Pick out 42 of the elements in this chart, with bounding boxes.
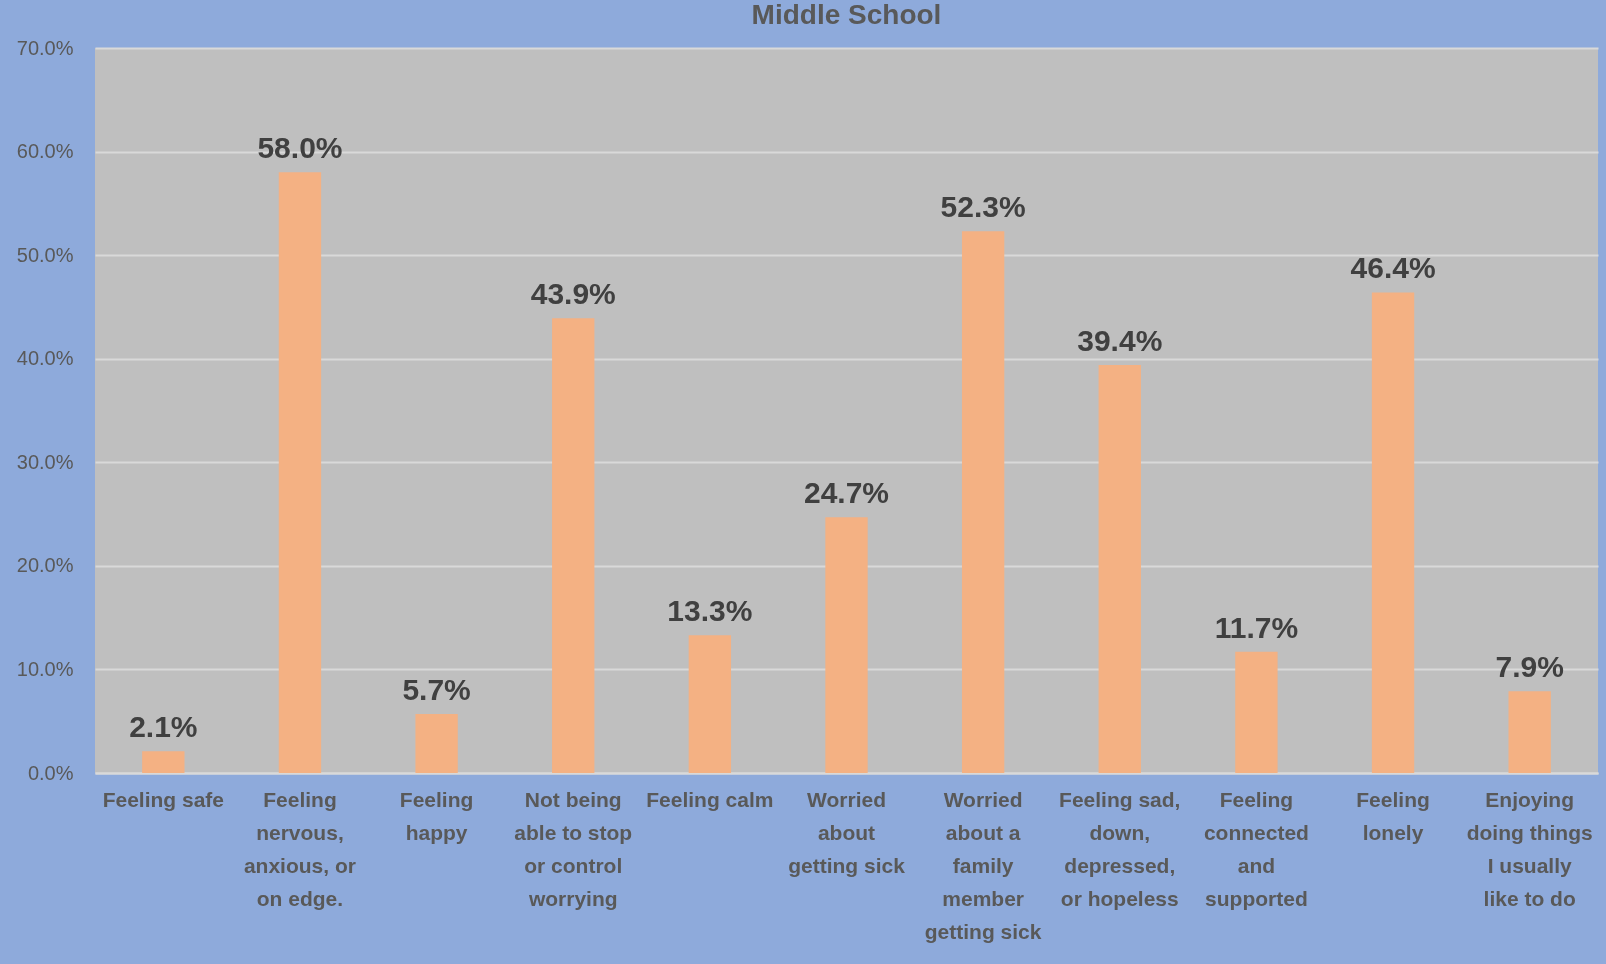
y-tick-label: 40.0% xyxy=(16,347,74,370)
bar xyxy=(278,172,322,773)
x-tick-label: Feeling nervous, anxious, or on edge. xyxy=(243,787,356,910)
data-label: 2.1% xyxy=(129,710,198,744)
data-label: 43.9% xyxy=(530,277,616,311)
data-label: 5.7% xyxy=(402,672,471,706)
y-tick-label: 60.0% xyxy=(16,140,74,163)
x-tick-label: Feeling lonely xyxy=(1356,787,1430,844)
data-label: 52.3% xyxy=(940,190,1026,224)
data-label: 39.4% xyxy=(1077,323,1163,357)
data-label: 13.3% xyxy=(667,594,753,628)
x-tick-label: Feeling sad, down, depressed, or hopeless xyxy=(1059,787,1181,910)
bar xyxy=(552,318,595,773)
y-tick-label: 0.0% xyxy=(27,761,74,784)
data-label: 58.0% xyxy=(257,131,343,165)
bar xyxy=(1098,364,1141,773)
bar xyxy=(1508,691,1551,773)
x-tick-label: Feeling calm xyxy=(646,787,774,811)
data-label: 7.9% xyxy=(1495,650,1564,684)
y-tick-label: 20.0% xyxy=(16,554,74,577)
y-tick-label: 70.0% xyxy=(16,36,74,59)
x-tick-label: Feeling safe xyxy=(102,787,225,811)
chart-title: Middle School xyxy=(751,0,942,30)
bar xyxy=(825,517,868,773)
y-tick-label: 10.0% xyxy=(16,657,74,680)
x-tick-label: Not being able to stop or control worrying xyxy=(514,787,633,910)
x-tick-label: Worried about getting sick xyxy=(788,787,906,877)
x-tick-label: Feeling happy xyxy=(399,787,474,844)
bar xyxy=(415,713,458,773)
x-tick-label: Feeling connected and supported xyxy=(1203,787,1309,910)
x-tick-label: Enjoying doing things I usually like to do xyxy=(1466,787,1593,910)
data-label: 46.4% xyxy=(1350,251,1436,285)
y-tick-label: 30.0% xyxy=(16,450,74,473)
bar xyxy=(688,635,732,773)
bar xyxy=(961,231,1005,773)
bar xyxy=(1235,651,1278,773)
data-label: 11.7% xyxy=(1214,610,1299,644)
y-tick-label: 50.0% xyxy=(16,243,74,266)
bar xyxy=(142,751,185,773)
data-label: 24.7% xyxy=(803,476,890,510)
bar xyxy=(1371,292,1415,773)
x-tick-label: Worried about a family member getting sick xyxy=(924,787,1042,943)
